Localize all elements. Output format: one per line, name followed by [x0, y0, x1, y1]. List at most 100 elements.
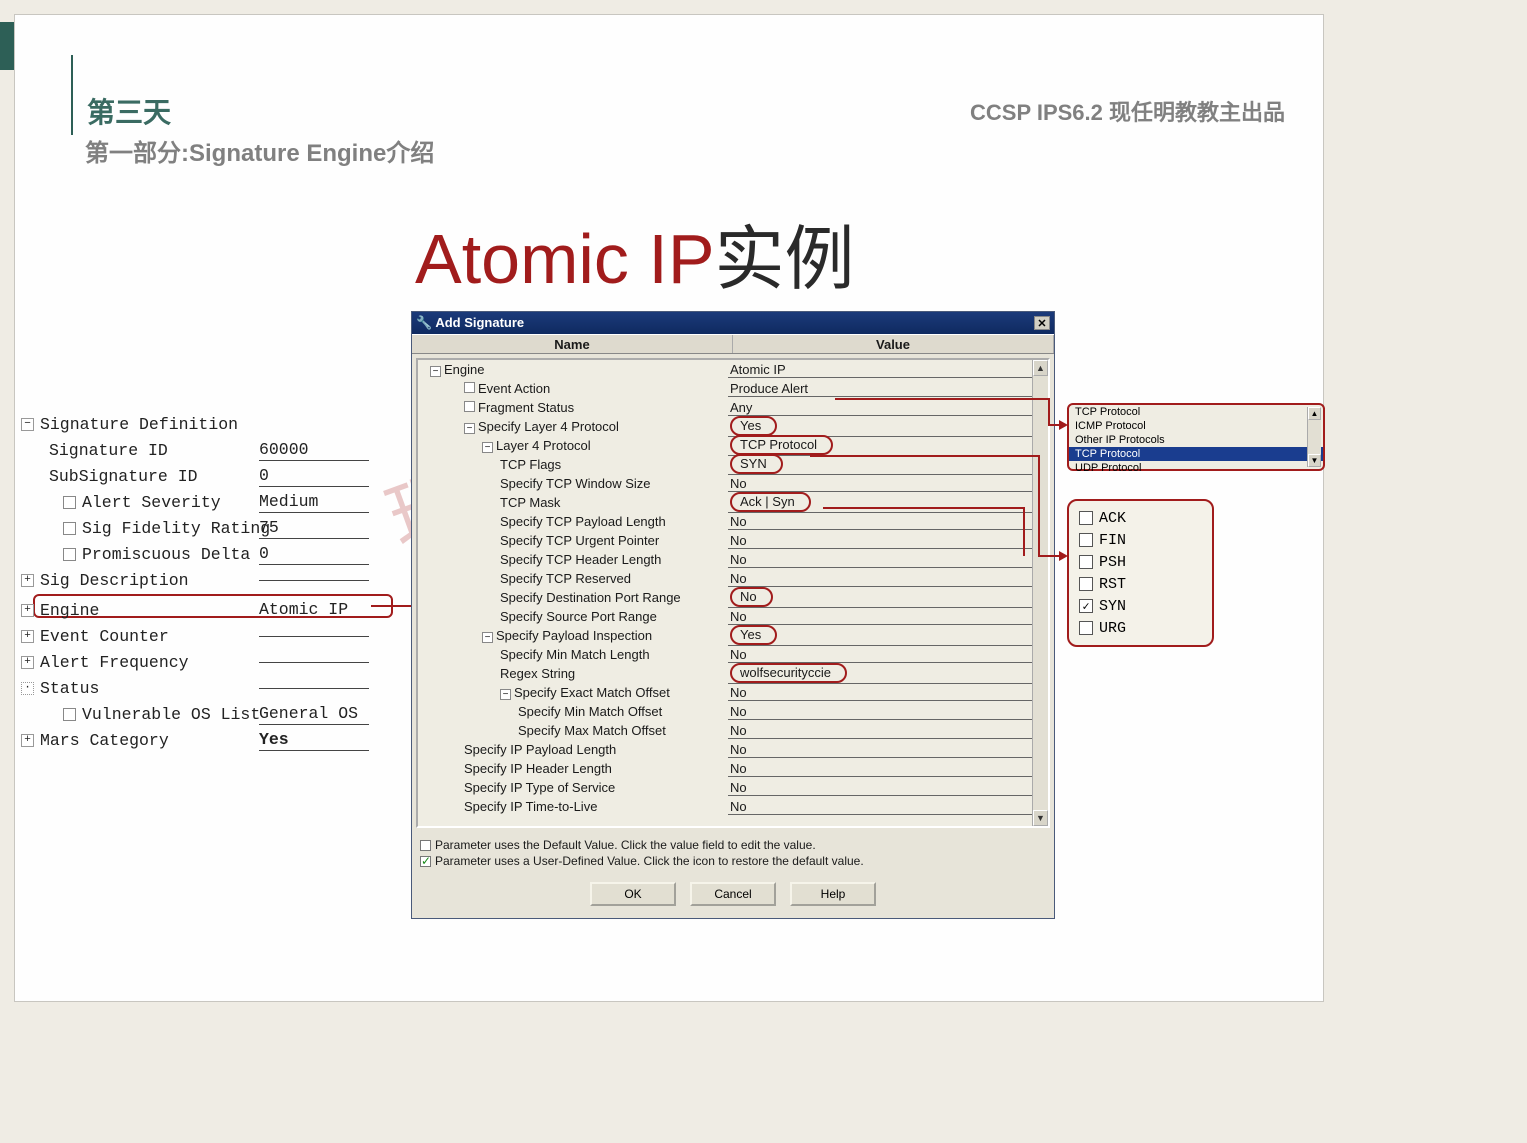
- scroll-up-icon[interactable]: ▲: [1033, 360, 1048, 376]
- checkbox-icon[interactable]: [63, 522, 76, 535]
- row-value[interactable]: No: [728, 571, 1032, 587]
- protocol-option[interactable]: UDP Protocol: [1069, 461, 1323, 475]
- row-value[interactable]: No: [728, 514, 1032, 530]
- dialog-row[interactable]: Specify Min Match OffsetNo: [418, 702, 1032, 721]
- row-value[interactable]: No: [728, 647, 1032, 663]
- expand-icon[interactable]: +: [21, 734, 34, 747]
- tree-item-engine[interactable]: + Engine Atomic IP: [15, 597, 395, 623]
- checkbox-icon[interactable]: [63, 708, 76, 721]
- row-value[interactable]: No: [728, 587, 1032, 608]
- dialog-row[interactable]: Event ActionProduce Alert: [418, 379, 1032, 398]
- dialog-row[interactable]: −Layer 4 ProtocolTCP Protocol: [418, 436, 1032, 455]
- row-value[interactable]: No: [728, 609, 1032, 625]
- protocol-option[interactable]: ICMP Protocol: [1069, 419, 1323, 433]
- tree-item[interactable]: · Status: [15, 675, 395, 701]
- checkbox-icon[interactable]: [1079, 533, 1093, 547]
- dialog-titlebar[interactable]: 🔧 Add Signature ✕: [412, 312, 1054, 334]
- row-value[interactable]: wolfsecurityccie: [728, 663, 1032, 684]
- protocol-dropdown[interactable]: TCP ProtocolICMP ProtocolOther IP Protoc…: [1067, 403, 1325, 471]
- tree-item[interactable]: + Sig Description: [15, 567, 395, 593]
- dialog-row[interactable]: −Specify Layer 4 ProtocolYes: [418, 417, 1032, 436]
- scroll-up-icon[interactable]: ▲: [1308, 407, 1321, 420]
- tree-item[interactable]: Vulnerable OS List General OS: [15, 701, 395, 727]
- checkbox-icon[interactable]: [1079, 555, 1093, 569]
- tree-item-value[interactable]: 75: [259, 518, 369, 539]
- checkbox-icon[interactable]: [1079, 621, 1093, 635]
- dialog-row[interactable]: Specify IP Time-to-LiveNo: [418, 797, 1032, 816]
- dialog-row[interactable]: Specify IP Header LengthNo: [418, 759, 1032, 778]
- tree-item-value[interactable]: General OS: [259, 704, 369, 725]
- tree-item[interactable]: SubSignature ID 0: [15, 463, 395, 489]
- help-button[interactable]: Help: [790, 882, 876, 906]
- checkbox-icon[interactable]: [1079, 599, 1093, 613]
- tree-item-value[interactable]: Medium: [259, 492, 369, 513]
- dialog-row[interactable]: TCP FlagsSYN: [418, 455, 1032, 474]
- row-value[interactable]: No: [728, 799, 1032, 815]
- collapse-icon[interactable]: −: [482, 442, 493, 453]
- checkbox-icon[interactable]: [63, 548, 76, 561]
- flag-row[interactable]: PSH: [1079, 551, 1202, 573]
- tree-item-value[interactable]: 60000: [259, 440, 369, 461]
- tree-item-value[interactable]: 0: [259, 466, 369, 487]
- collapse-icon[interactable]: −: [430, 366, 441, 377]
- dialog-row[interactable]: Specify Source Port RangeNo: [418, 607, 1032, 626]
- scrollbar[interactable]: ▲ ▼: [1032, 360, 1048, 826]
- row-value[interactable]: Atomic IP: [728, 362, 1032, 378]
- row-value[interactable]: No: [728, 533, 1032, 549]
- scroll-down-icon[interactable]: ▼: [1308, 454, 1321, 467]
- tree-item[interactable]: Sig Fidelity Rating 75: [15, 515, 395, 541]
- tree-item[interactable]: Promiscuous Delta 0: [15, 541, 395, 567]
- row-value[interactable]: No: [728, 742, 1032, 758]
- tree-item[interactable]: + Alert Frequency: [15, 649, 395, 675]
- checkbox-icon[interactable]: [464, 401, 475, 412]
- dialog-row[interactable]: TCP MaskAck | Syn: [418, 493, 1032, 512]
- row-value[interactable]: No: [728, 685, 1032, 701]
- tree-root[interactable]: − Signature Definition: [15, 411, 395, 437]
- dialog-row[interactable]: Specify TCP ReservedNo: [418, 569, 1032, 588]
- flag-row[interactable]: SYN: [1079, 595, 1202, 617]
- row-value[interactable]: No: [728, 552, 1032, 568]
- dialog-row[interactable]: Specify TCP Urgent PointerNo: [418, 531, 1032, 550]
- expand-icon[interactable]: +: [21, 604, 34, 617]
- checkbox-icon[interactable]: [464, 382, 475, 393]
- close-icon[interactable]: ✕: [1034, 316, 1050, 330]
- dialog-row[interactable]: Specify TCP Payload LengthNo: [418, 512, 1032, 531]
- row-value[interactable]: No: [728, 704, 1032, 720]
- tree-item-value[interactable]: Yes: [259, 730, 369, 751]
- collapse-icon[interactable]: −: [482, 632, 493, 643]
- row-value[interactable]: Any: [728, 400, 1032, 416]
- tree-item[interactable]: Alert Severity Medium: [15, 489, 395, 515]
- checkbox-icon[interactable]: [1079, 511, 1093, 525]
- row-value[interactable]: No: [728, 761, 1032, 777]
- tree-item[interactable]: + Mars Category Yes: [15, 727, 395, 753]
- expand-icon[interactable]: +: [21, 656, 34, 669]
- ok-button[interactable]: OK: [590, 882, 676, 906]
- tree-item[interactable]: Signature ID 60000: [15, 437, 395, 463]
- collapse-icon[interactable]: −: [464, 423, 475, 434]
- checkbox-icon[interactable]: [1079, 577, 1093, 591]
- dialog-row[interactable]: −Specify Payload InspectionYes: [418, 626, 1032, 645]
- expand-icon[interactable]: +: [21, 574, 34, 587]
- flag-row[interactable]: URG: [1079, 617, 1202, 639]
- dialog-row[interactable]: Specify IP Payload LengthNo: [418, 740, 1032, 759]
- row-value[interactable]: No: [728, 780, 1032, 796]
- cancel-button[interactable]: Cancel: [690, 882, 776, 906]
- protocol-option[interactable]: Other IP Protocols: [1069, 433, 1323, 447]
- row-value[interactable]: No: [728, 476, 1032, 492]
- expand-icon[interactable]: ·: [21, 682, 34, 695]
- dialog-row[interactable]: Specify Destination Port RangeNo: [418, 588, 1032, 607]
- tree-item-value[interactable]: 0: [259, 544, 369, 565]
- tree-item-value[interactable]: Atomic IP: [259, 600, 369, 620]
- checkbox-icon[interactable]: [63, 496, 76, 509]
- flag-row[interactable]: ACK: [1079, 507, 1202, 529]
- scroll-down-icon[interactable]: ▼: [1033, 810, 1048, 826]
- row-value[interactable]: TCP Protocol: [728, 435, 1032, 456]
- dialog-row[interactable]: Specify IP Type of ServiceNo: [418, 778, 1032, 797]
- collapse-icon[interactable]: −: [500, 689, 511, 700]
- dialog-row[interactable]: −Specify Exact Match OffsetNo: [418, 683, 1032, 702]
- expand-icon[interactable]: +: [21, 630, 34, 643]
- dialog-row[interactable]: Specify Max Match OffsetNo: [418, 721, 1032, 740]
- row-value[interactable]: Yes: [728, 416, 1032, 437]
- row-value[interactable]: Ack | Syn: [728, 492, 1032, 513]
- scrollbar[interactable]: ▲ ▼: [1307, 407, 1321, 467]
